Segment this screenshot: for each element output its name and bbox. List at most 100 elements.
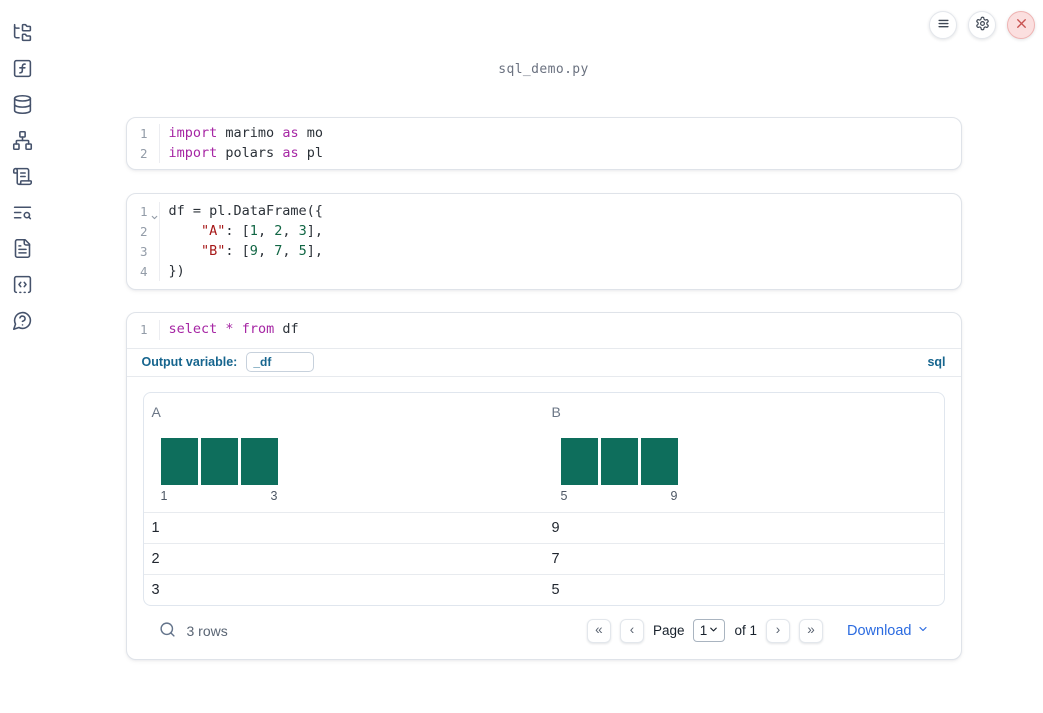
code-token: pl	[298, 144, 323, 161]
code-token: "B"	[201, 242, 226, 259]
code-token: mo	[298, 125, 323, 141]
line-number: 4	[127, 261, 160, 282]
last-page-button[interactable]: »	[799, 618, 823, 643]
code-token: 5	[298, 242, 307, 259]
notebook-actions	[929, 11, 1035, 39]
close-icon	[1014, 16, 1029, 34]
code-cell-dataframe: 1 df = pl.DataFrame({2 "A": [1, 2, 3], 3 "…	[125, 193, 962, 291]
file-text-icon	[12, 238, 33, 262]
sidebar-item-logs[interactable]	[8, 203, 36, 224]
code-token	[169, 223, 202, 239]
code-line: 1 import marimo as mo	[127, 124, 961, 144]
line-number-text: 2	[139, 224, 148, 240]
sidebar-item-file-explorer[interactable]	[8, 23, 36, 44]
helper-sidebar	[0, 0, 44, 713]
code-token: })	[168, 262, 185, 279]
sidebar-item-help[interactable]	[8, 311, 36, 332]
sql-editor[interactable]: 1 select * from df	[126, 313, 961, 349]
sidebar-item-dependency-graph[interactable]	[8, 130, 36, 152]
row-count-group: 3 rows	[159, 621, 228, 641]
code-token: ,	[282, 223, 299, 240]
sidebar-item-documentation[interactable]	[8, 238, 36, 262]
output-variable-row: Output variable: sql	[126, 349, 961, 377]
code-line: 3 "B": [9, 7, 5],	[127, 241, 961, 262]
code-text[interactable]: df = pl.DataFrame({	[160, 202, 323, 222]
line-number-text: 3	[139, 243, 148, 259]
code-token: 1	[249, 223, 258, 240]
code-text[interactable]: select * from df	[160, 320, 299, 340]
folder-tree-icon	[12, 22, 33, 46]
code-token: ],	[306, 223, 324, 240]
code-token: import	[168, 125, 218, 141]
code-token: select	[168, 321, 218, 338]
menu-button[interactable]	[929, 11, 957, 39]
histogram-bar	[240, 437, 278, 485]
code-line: 2 import polars as pl	[127, 143, 961, 164]
fold-chevron-icon[interactable]	[150, 208, 159, 228]
chevron-right-icon: ›	[775, 622, 781, 638]
settings-button[interactable]	[968, 11, 996, 39]
shutdown-button[interactable]	[1007, 11, 1035, 39]
chevron-down-icon	[708, 623, 719, 638]
histogram-bar	[200, 437, 238, 485]
first-page-button[interactable]: «	[586, 618, 611, 643]
line-number: 1	[127, 124, 160, 144]
code-token: polars	[217, 144, 283, 161]
line-number-text: 2	[139, 145, 148, 161]
code-line: 1 select * from df	[127, 320, 961, 340]
code-text[interactable]: "B": [9, 7, 5],	[160, 242, 324, 262]
sidebar-item-outline[interactable]	[8, 167, 36, 188]
code-token: 7	[274, 242, 283, 259]
row-count: 3 rows	[186, 622, 228, 639]
language-badge[interactable]: sql	[927, 355, 946, 370]
line-number: 2	[127, 222, 160, 242]
download-button[interactable]: Download	[847, 623, 929, 639]
sidebar-item-data-sources[interactable]	[8, 94, 36, 118]
column-name[interactable]: A	[151, 403, 161, 420]
code-cell-imports: 1 import marimo as mo 2 import polars as pl	[125, 117, 962, 171]
table-cell: 3	[151, 581, 160, 598]
code-snippet-icon	[12, 274, 33, 298]
table-search-button[interactable]	[159, 621, 176, 641]
table-cell: 5	[551, 581, 560, 598]
notebook-main: sql_demo.py 1 import marimo as mo 2 import …	[44, 0, 1043, 660]
pagination: « ‹ Page 1 of 1 › » Download	[586, 618, 929, 643]
next-page-button[interactable]: ›	[766, 618, 790, 643]
code-token: *	[225, 321, 234, 338]
code-text[interactable]: import marimo as mo	[160, 124, 323, 144]
code-text[interactable]: "A": [1, 2, 3],	[160, 222, 324, 242]
line-number: 1	[127, 320, 160, 340]
code-token: ,	[257, 242, 275, 259]
sidebar-item-snippets[interactable]	[8, 275, 36, 296]
code-token	[234, 321, 242, 337]
code-text[interactable]: })	[160, 262, 185, 282]
page-select[interactable]: 1	[693, 619, 726, 643]
code-editor-imports[interactable]: 1 import marimo as mo 2 import polars as pl	[127, 124, 961, 164]
code-editor-dataframe[interactable]: 1 df = pl.DataFrame({2 "A": [1, 2, 3], 3 "…	[127, 202, 961, 282]
sidebar-item-scratchpad[interactable]	[8, 59, 36, 80]
code-token: 9	[249, 242, 258, 259]
histogram-max-label: 3	[270, 488, 278, 503]
double-chevron-right-icon: »	[807, 622, 815, 638]
code-token: import	[168, 144, 218, 161]
line-number: 3	[127, 241, 160, 262]
gear-icon	[975, 16, 990, 34]
code-token: ],	[306, 242, 324, 259]
prev-page-button[interactable]: ‹	[619, 618, 644, 643]
code-text[interactable]: import polars as pl	[160, 144, 323, 164]
output-variable-input[interactable]	[246, 352, 315, 373]
code-token: df	[274, 321, 299, 338]
database-icon	[12, 94, 33, 118]
notebook-cells: 1 import marimo as mo 2 import polars as pl…	[125, 117, 962, 660]
table-cell: 9	[551, 519, 560, 536]
column-name[interactable]: B	[551, 403, 561, 420]
code-token: 3	[298, 223, 307, 240]
notebook-filename[interactable]: sql_demo.py	[498, 62, 589, 77]
